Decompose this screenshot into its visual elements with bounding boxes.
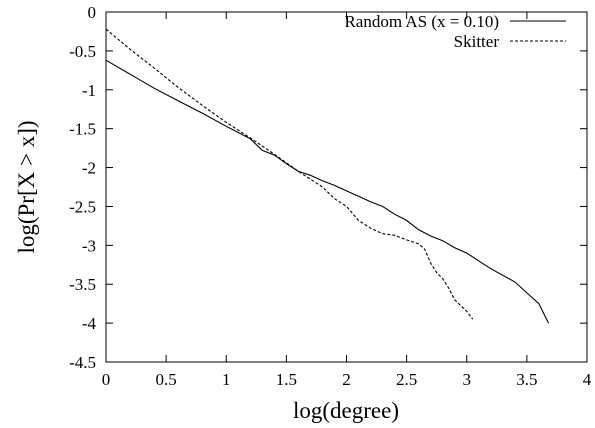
y-tick-label: -2 [82, 159, 96, 178]
y-tick-label: -2.5 [69, 197, 96, 216]
y-tick-label: -4 [82, 314, 97, 333]
x-tick-label: 2 [342, 370, 351, 389]
x-tick-label: 2.5 [396, 370, 417, 389]
y-tick-label: -3 [82, 236, 96, 255]
series-layer [105, 28, 549, 324]
series-line-2 [105, 28, 474, 320]
x-tick-label: 3.5 [516, 370, 537, 389]
y-tick-label: -4.5 [69, 353, 96, 372]
y-tick-label: -0.5 [69, 42, 96, 61]
y-tick-label: -3.5 [69, 275, 96, 294]
x-axis-ticks: 0 0.5 1 1.5 2 2.5 3 3.5 4 [102, 12, 592, 389]
y-tick-label: 0 [88, 3, 97, 22]
legend-label-1: Random AS (x = 0.10) [344, 12, 499, 31]
x-tick-label: 1.5 [276, 370, 297, 389]
x-tick-label: 0 [102, 370, 111, 389]
x-axis-title: log(degree) [293, 398, 399, 423]
y-tick-label: -1 [82, 81, 96, 100]
series-line-1 [105, 59, 549, 324]
y-tick-label: -1.5 [69, 120, 96, 139]
legend: Random AS (x = 0.10)Skitter [344, 12, 566, 51]
x-tick-label: 1 [222, 370, 231, 389]
plot-frame [105, 11, 588, 363]
y-axis-title: log(Pr[X > x]) [14, 120, 39, 253]
x-tick-label: 3 [463, 370, 472, 389]
x-tick-label: 0.5 [156, 370, 177, 389]
legend-label-2: Skitter [454, 32, 500, 51]
x-tick-label: 4 [583, 370, 592, 389]
y-axis-ticks: 0 -0.5 -1 -1.5 -2 -2.5 -3 -3.5 -4 -4.5 [69, 3, 587, 372]
